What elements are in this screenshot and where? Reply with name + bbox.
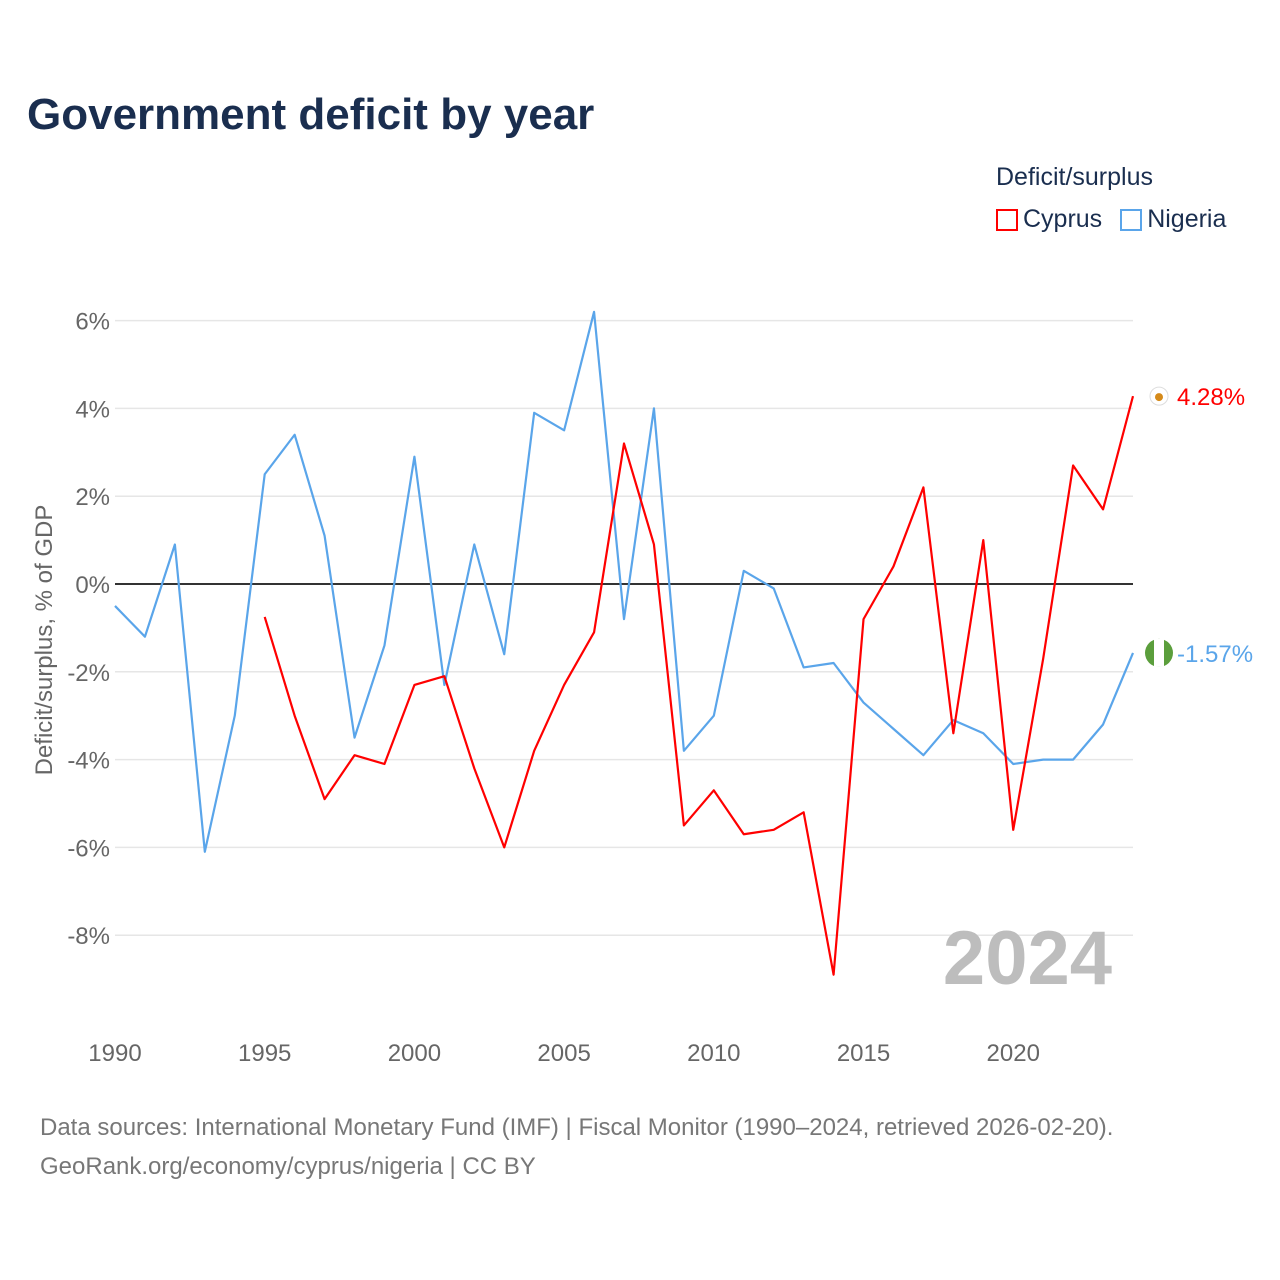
legend-item-nigeria[interactable]: Nigeria [1120,205,1226,234]
legend: Cyprus Nigeria [996,205,1226,234]
y-tick-label: -6% [67,835,110,862]
end-value-label-nigeria: -1.57% [1177,641,1253,668]
nigeria-flag-stripe [1154,638,1164,667]
source-line-1: Data sources: International Monetary Fun… [40,1114,1114,1141]
y-tick-label: 2% [75,484,110,511]
legend-title: Deficit/surplus [996,163,1153,191]
legend-swatch-cyprus [996,208,1018,231]
chart-title: Government deficit by year [27,90,595,139]
x-tick-label: 2010 [687,1040,740,1067]
source-note: Data sources: International Monetary Fun… [40,1108,1113,1186]
legend-label: Nigeria [1147,205,1227,233]
y-tick-label: -4% [67,748,110,775]
x-tick-label: 2015 [837,1040,890,1067]
legend-item-cyprus[interactable]: Cyprus [996,205,1102,234]
x-tick-label: 1995 [238,1040,291,1067]
x-tick-label: 2005 [537,1040,590,1067]
x-tick-label: 2000 [388,1040,441,1067]
series-line-nigeria [114,310,1135,853]
y-tick-label: -8% [67,923,110,950]
source-line-2: GeoRank.org/economy/cyprus/nigeria | CC … [40,1153,536,1180]
y-tick-label: 0% [75,572,110,599]
legend-label: Cyprus [1023,205,1103,233]
legend-swatch-nigeria [1120,208,1143,231]
x-tick-label: 2020 [987,1040,1040,1067]
y-tick-label: 6% [75,309,110,336]
year-watermark: 2024 [943,916,1112,1001]
y-tick-label: -2% [67,660,110,687]
end-value-label-cyprus: 4.28% [1177,384,1245,411]
x-tick-label: 1990 [88,1040,141,1067]
y-axis-label: Deficit/surplus, % of GDP [31,505,58,776]
series-line-cyprus [263,395,1135,976]
cyprus-flag-map [1155,393,1163,402]
y-tick-label: 4% [75,396,110,423]
